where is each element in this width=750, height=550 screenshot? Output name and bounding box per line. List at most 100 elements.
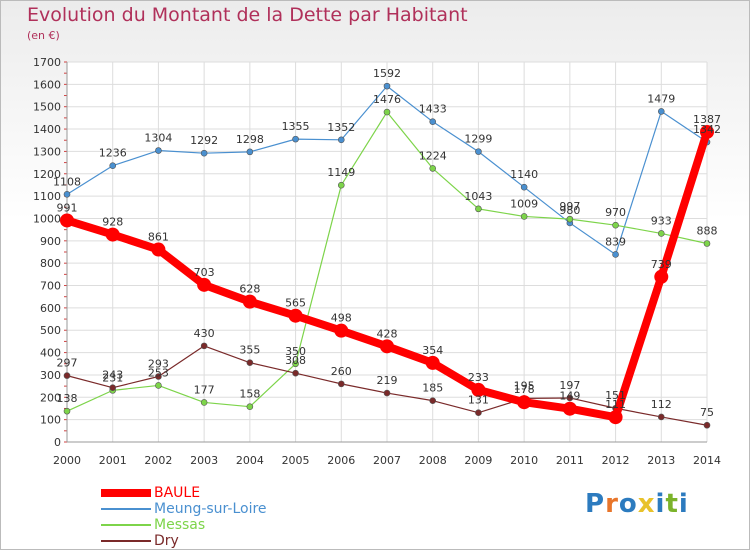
y-tick-label: 1600 [33, 78, 61, 91]
data-point [608, 410, 623, 425]
data-label: 260 [331, 365, 352, 378]
data-point [383, 389, 391, 397]
data-label: 970 [605, 206, 626, 219]
data-label: 158 [239, 388, 260, 401]
data-point [246, 359, 254, 366]
x-tick-label: 2013 [647, 454, 675, 467]
logo-letter: P [585, 489, 606, 519]
data-label: 928 [102, 216, 123, 229]
data-label: 739 [651, 258, 672, 271]
data-label: 430 [194, 327, 215, 340]
y-tick-label: 600 [40, 302, 61, 315]
x-tick-label: 2001 [99, 454, 127, 467]
data-point [429, 165, 437, 172]
legend-swatch [101, 489, 151, 497]
data-point [657, 108, 665, 115]
data-label: 1009 [510, 197, 538, 210]
data-point [475, 409, 482, 417]
data-point [200, 149, 208, 157]
data-point [475, 205, 482, 213]
proxiti-logo: Proxiti [585, 489, 689, 519]
logo-letter: x [637, 489, 656, 519]
data-label: 243 [102, 369, 123, 382]
data-point [612, 221, 619, 229]
data-label: 75 [700, 406, 714, 419]
data-label: 112 [651, 398, 672, 411]
legend-swatch [101, 524, 151, 526]
y-tick-label: 200 [40, 391, 61, 404]
data-point [155, 147, 162, 154]
y-tick-label: 1100 [33, 190, 61, 203]
data-label: 350 [285, 345, 306, 358]
data-label: 111 [605, 398, 626, 411]
data-label: 308 [285, 354, 306, 367]
data-point [200, 342, 208, 350]
data-point [654, 269, 669, 284]
legend-swatch [101, 540, 151, 542]
data-label: 1224 [419, 149, 447, 162]
data-label: 1299 [464, 133, 492, 146]
data-point [246, 403, 254, 410]
logo-letter: t [665, 489, 679, 519]
data-label: 428 [377, 327, 398, 340]
data-label: 1108 [53, 175, 81, 188]
data-point [60, 213, 74, 228]
data-label: 1476 [373, 93, 401, 106]
data-point [292, 135, 299, 143]
data-point [337, 380, 345, 388]
y-tick-label: 300 [40, 369, 61, 382]
logo-letter: r [605, 489, 619, 519]
legend-swatch [101, 508, 151, 510]
y-tick-label: 700 [40, 280, 61, 293]
data-label: 1298 [236, 133, 264, 146]
legend: BAULE Meung-sur-Loire Messas Dry [101, 485, 361, 549]
line-chart: 0 100 200 300 400 500 600 700 800 900 1000 1100 1200… [33, 56, 721, 467]
data-label: 195 [514, 379, 535, 392]
data-label: 1592 [373, 67, 401, 80]
data-point [63, 407, 71, 415]
data-point [383, 108, 391, 116]
data-point [475, 148, 482, 155]
data-label: 888 [697, 225, 718, 238]
data-label: 1433 [419, 103, 447, 116]
series-messas [63, 108, 711, 415]
y-tick-label: 900 [40, 235, 61, 248]
x-tick-label: 2014 [693, 454, 721, 467]
data-point [429, 397, 437, 404]
data-point [566, 394, 574, 402]
data-label: 565 [285, 297, 306, 310]
series-baule [60, 124, 714, 425]
data-label: 1149 [327, 166, 355, 179]
data-label: 1342 [693, 123, 721, 136]
data-label: 991 [57, 201, 78, 214]
x-tick-label: 2009 [464, 454, 492, 467]
x-tick-label: 2005 [282, 454, 310, 467]
logo-letter: i [655, 489, 666, 519]
data-label: 628 [239, 283, 260, 296]
data-point [292, 360, 299, 368]
data-label: 1479 [647, 92, 675, 105]
y-tick-label: 800 [40, 257, 61, 270]
logo-letter: i [678, 489, 689, 519]
data-label: 354 [422, 344, 443, 357]
x-tick-label: 2010 [510, 454, 538, 467]
data-point [562, 401, 577, 416]
legend-label: Meung-sur-Loire [154, 501, 267, 517]
data-point [242, 294, 257, 309]
legend-item: BAULE [101, 485, 361, 501]
data-point [612, 251, 619, 258]
data-label: 178 [514, 383, 535, 396]
data-label: 253 [148, 366, 169, 379]
data-point [657, 230, 665, 237]
y-tick-label: 400 [40, 347, 61, 360]
data-label: 1355 [282, 120, 310, 133]
y-tick-label: 1300 [33, 145, 61, 158]
data-label: 498 [331, 312, 352, 325]
data-label: 138 [57, 392, 78, 405]
data-label: 839 [605, 235, 626, 248]
x-tick-label: 2004 [236, 454, 264, 467]
data-label: 1236 [99, 147, 127, 160]
data-label: 1043 [464, 190, 492, 203]
x-tick-label: 2012 [602, 454, 630, 467]
